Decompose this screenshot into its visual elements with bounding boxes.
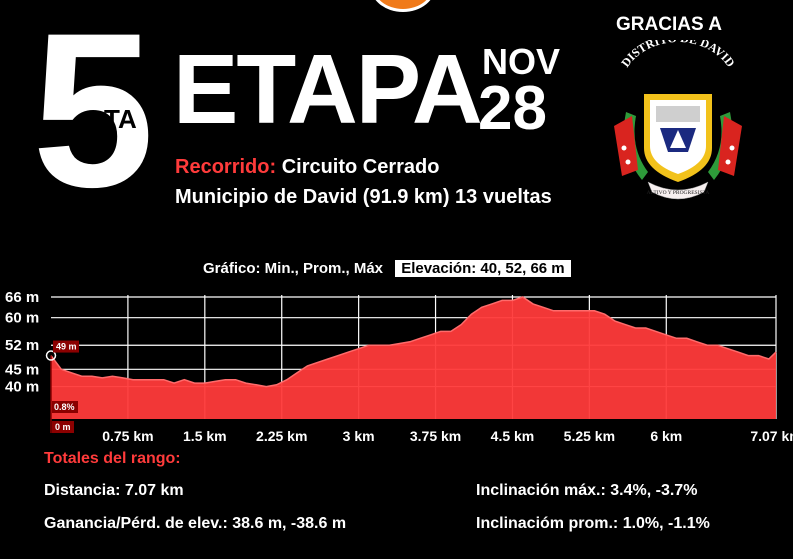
sponsor-thanks: GRACIAS A xyxy=(616,14,722,35)
stage-number: 5 xyxy=(32,0,154,233)
x-tick-label: 6 km xyxy=(650,428,682,444)
route-label: Recorrido: xyxy=(175,156,277,178)
cursor-base-label: 0 m xyxy=(55,422,71,432)
legend-elevation-box: Elevación: 40, 52, 66 m xyxy=(395,260,571,277)
svg-text:DISTRITO DE DAVID: DISTRITO DE DAVID xyxy=(618,40,738,70)
totals-title: Totales del rango: xyxy=(44,450,181,467)
y-tick-label: 52 m xyxy=(5,337,39,354)
cursor-value-label: 49 m xyxy=(56,342,77,352)
elevation-chart: 40 m45 m 52 m 60 m 66 m 0.75 km 1.5 km 2.25 km… xyxy=(5,289,793,444)
cursor-grade-label: 0.8% xyxy=(54,402,75,412)
x-tick-label: 7.07 km xyxy=(750,428,793,444)
date-month: NOV xyxy=(482,41,561,82)
elevation-gain-loss: Ganancia/Pérd. de elev.: 38.6 m, -38.6 m xyxy=(44,515,347,532)
y-tick-label: 60 m xyxy=(5,310,39,327)
x-tick-label: 2.25 km xyxy=(256,428,307,444)
cursor-marker xyxy=(45,350,57,361)
cursor-grade-box xyxy=(52,401,78,413)
y-tick-label: 45 m xyxy=(5,361,39,378)
cursor-base-box xyxy=(52,421,74,433)
average-grade: Inclinacióm prom.: 1.0%, -1.1% xyxy=(476,515,710,532)
x-tick-label: 0.75 km xyxy=(102,428,153,444)
elevation-area xyxy=(51,297,776,419)
route-line: Recorrido: Circuito Cerrado xyxy=(175,156,440,179)
stage-word: ETAPA xyxy=(173,34,483,144)
x-tick-label: 1.5 km xyxy=(183,428,227,444)
crest-ribbon: ALTIVO Y PROGRESISTA xyxy=(647,190,710,196)
cursor-value-box xyxy=(53,340,79,353)
chart-legend: Gráfico: Min., Prom., Máx Elevación: 40,… xyxy=(203,260,571,277)
x-tick-label: 4.5 km xyxy=(491,428,535,444)
y-tick-label: 66 m xyxy=(5,289,39,306)
x-tick-label: 3.75 km xyxy=(410,428,461,444)
x-tick-label: 3 km xyxy=(343,428,375,444)
elevation-line xyxy=(50,296,777,388)
x-tick-label: 5.25 km xyxy=(564,428,615,444)
y-tick-label: 40 m xyxy=(5,379,39,396)
max-grade: Inclinación máx.: 3.4%, -3.7% xyxy=(476,482,698,499)
top-logo-fragment xyxy=(370,0,436,12)
crest-title: DISTRITO DE DAVID xyxy=(618,40,738,70)
stage-suffix: TA xyxy=(104,104,137,134)
district-crest-logo: DISTRITO DE DAVID ALTIVO Y PROGRESISTA xyxy=(614,40,742,200)
route-name: Circuito Cerrado xyxy=(281,156,440,178)
route-detail: Municipio de David (91.9 km) 13 vueltas xyxy=(175,186,552,208)
total-distance: Distancia: 7.07 km xyxy=(44,482,184,499)
legend-prefix: Gráfico: Min., Prom., Máx xyxy=(203,260,384,277)
date-day: 28 xyxy=(478,74,547,143)
